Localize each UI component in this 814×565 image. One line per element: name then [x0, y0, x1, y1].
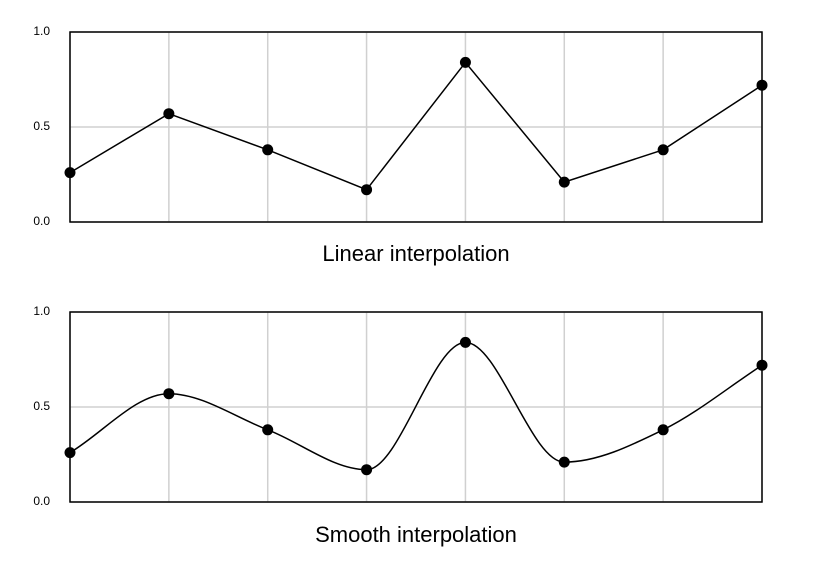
point	[163, 388, 175, 400]
point	[459, 336, 471, 348]
point	[756, 79, 768, 91]
point	[262, 144, 274, 156]
y-tick-label: 1.0	[33, 24, 50, 38]
y-tick-label: 1.0	[33, 304, 50, 318]
point	[262, 424, 274, 436]
chart-title: Linear interpolation	[322, 241, 509, 266]
y-tick-label: 0.0	[33, 214, 50, 228]
point	[558, 176, 570, 188]
y-tick-label: 0.5	[33, 399, 50, 413]
plot-frame	[69, 311, 763, 503]
point	[64, 447, 76, 459]
plot-frame	[69, 31, 763, 223]
line	[69, 341, 763, 471]
point	[657, 144, 669, 156]
line	[69, 61, 763, 191]
point	[163, 108, 175, 120]
point	[657, 424, 669, 436]
y-tick-label: 0.0	[33, 494, 50, 508]
chart-title: Smooth interpolation	[315, 522, 517, 547]
point	[558, 456, 570, 468]
point	[756, 359, 768, 371]
point	[361, 184, 373, 196]
point	[459, 56, 471, 68]
point	[361, 464, 373, 476]
y-tick-label: 0.5	[33, 119, 50, 133]
point	[64, 167, 76, 179]
